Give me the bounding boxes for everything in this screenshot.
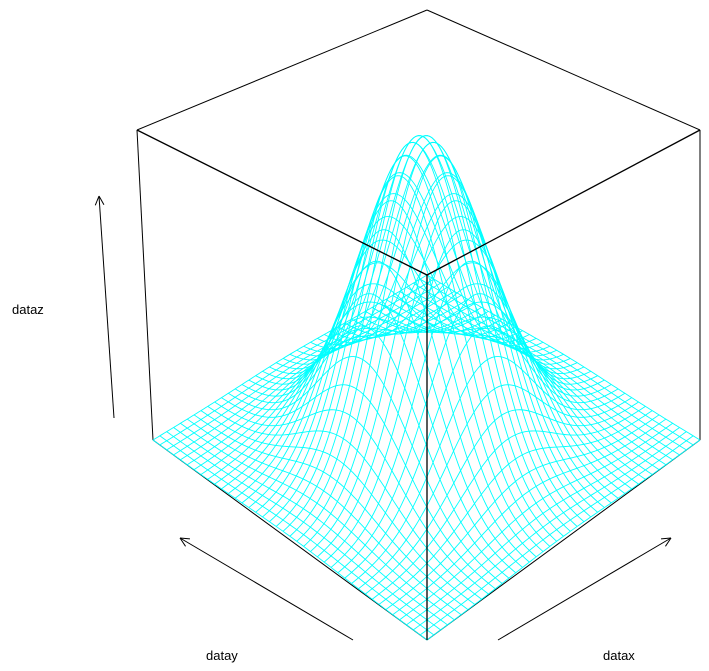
mesh-line-y: [344, 325, 619, 579]
mesh-line-y: [378, 410, 653, 605]
y-axis-arrow-head: [179, 537, 191, 540]
mesh-line-y: [282, 135, 557, 532]
mesh-line-y: [173, 286, 448, 456]
z-axis-label: dataz: [12, 302, 44, 317]
mesh-line-y: [186, 295, 462, 466]
mesh-line-y: [392, 418, 667, 616]
mesh-line-x: [173, 427, 448, 626]
mesh-line-y: [180, 290, 455, 461]
mesh-line-y: [337, 293, 612, 574]
bounding-box-front: [136, 129, 701, 640]
box-edge-front: [426, 129, 701, 276]
box-edge: [426, 9, 701, 131]
mesh-line-y: [426, 439, 701, 641]
mesh-line-y: [207, 307, 482, 480]
mesh-line-y: [214, 310, 489, 485]
surface-mesh: [152, 135, 701, 641]
mesh-line-y: [406, 427, 680, 626]
mesh-line-y: [248, 216, 523, 508]
box-edge: [136, 9, 428, 131]
mesh-line-y: [419, 435, 694, 636]
mesh-line-x: [180, 422, 455, 621]
mesh-line-y: [221, 301, 496, 490]
mesh-line-x: [413, 282, 687, 451]
mesh-line-x: [371, 307, 646, 480]
mesh-line-y: [159, 278, 435, 446]
mesh-line-y: [365, 401, 639, 595]
mesh-line-y: [228, 283, 503, 494]
z-axis-arrow-head: [98, 195, 105, 205]
mesh-line-y: [317, 200, 591, 558]
axis-arrows: [94, 195, 672, 641]
mesh-line-y: [323, 229, 598, 563]
mesh-line-y: [262, 172, 537, 518]
box-edge-front: [136, 129, 428, 276]
mesh-line-y: [234, 262, 510, 499]
x-axis-arrow-head: [665, 537, 672, 547]
x-axis-arrow-head: [660, 537, 672, 540]
mesh-line-x: [399, 290, 673, 461]
y-axis-arrow-head: [179, 537, 186, 547]
mesh-line-y: [275, 142, 551, 527]
mesh-line-y: [255, 193, 530, 513]
x-axis-arrow: [497, 537, 672, 641]
mesh-line-y: [371, 405, 646, 600]
mesh-line-y: [166, 282, 441, 451]
box-edge: [136, 129, 154, 441]
bounding-box-back: [136, 9, 701, 641]
mesh-line-x: [365, 310, 639, 485]
mesh-line-y: [399, 422, 673, 621]
mesh-line-x: [392, 295, 667, 466]
x-axis-label: datax: [603, 648, 635, 663]
mesh-line-y: [385, 414, 660, 610]
y-axis-arrow: [179, 537, 354, 641]
z-axis-arrow-head: [94, 195, 100, 206]
mesh-line-x: [159, 435, 435, 636]
mesh-line-y: [152, 274, 428, 441]
mesh-line-y: [358, 384, 632, 590]
mesh-line-y: [413, 431, 687, 631]
y-axis-label: datay: [206, 648, 238, 663]
mesh-line-x: [234, 325, 510, 579]
mesh-line-y: [351, 356, 626, 584]
z-axis-arrow: [98, 195, 115, 419]
